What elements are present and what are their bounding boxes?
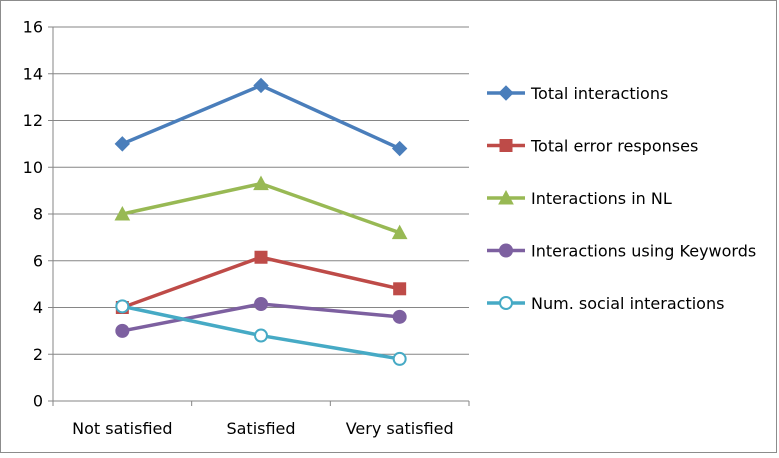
data-point bbox=[114, 136, 131, 152]
x-axis: Not satisfied Satisfied Very satisfied bbox=[52, 400, 470, 438]
y-tick-label: 2 bbox=[33, 345, 43, 364]
legend-marker bbox=[499, 296, 513, 310]
y-tick-label: 0 bbox=[33, 392, 43, 411]
legend-item: Interactions in NL bbox=[487, 189, 672, 208]
legend-item: Total interactions bbox=[487, 84, 668, 103]
data-point bbox=[114, 205, 131, 221]
data-point bbox=[392, 309, 407, 324]
series-line bbox=[120, 181, 402, 235]
series-line bbox=[120, 83, 402, 151]
y-tick-label: 12 bbox=[23, 111, 43, 130]
legend-label: Total error responses bbox=[530, 137, 698, 156]
legend-marker bbox=[498, 189, 514, 205]
series-4 bbox=[115, 299, 407, 366]
y-tick-label: 8 bbox=[33, 205, 43, 224]
y-axis: 0 2 4 6 8 10 12 14 16 bbox=[23, 18, 54, 411]
legend-item: Interactions using Keywords bbox=[487, 242, 756, 261]
legend-label: Num. social interactions bbox=[531, 294, 724, 313]
legend-marker bbox=[499, 243, 513, 258]
series-3 bbox=[115, 296, 407, 338]
data-point bbox=[391, 224, 408, 240]
legend-label: Interactions in NL bbox=[531, 189, 672, 208]
legend: Total interactions Total error responses I… bbox=[487, 84, 756, 313]
series-2 bbox=[114, 175, 408, 240]
data-point bbox=[391, 140, 408, 157]
legend-item: Num. social interactions bbox=[487, 294, 724, 313]
data-point bbox=[254, 328, 268, 343]
y-tick-label: 14 bbox=[23, 64, 43, 83]
x-tick-label: Not satisfied bbox=[72, 419, 172, 438]
y-tick-label: 6 bbox=[33, 251, 43, 270]
x-tick-label: Satisfied bbox=[226, 419, 295, 438]
legend-label: Interactions using Keywords bbox=[531, 242, 756, 261]
series-0 bbox=[114, 77, 408, 157]
data-point bbox=[253, 77, 269, 94]
data-point bbox=[115, 299, 130, 314]
legend-label: Total interactions bbox=[530, 84, 668, 103]
x-tick-label: Very satisfied bbox=[346, 419, 454, 438]
data-point bbox=[254, 250, 268, 264]
legend-item: Total error responses bbox=[487, 137, 698, 156]
y-tick-label: 16 bbox=[23, 18, 43, 37]
data-point bbox=[115, 323, 130, 338]
data-point bbox=[253, 175, 269, 191]
data-point bbox=[254, 296, 268, 311]
data-point bbox=[392, 351, 407, 366]
series-group bbox=[114, 77, 408, 366]
legend-marker bbox=[499, 139, 513, 152]
y-tick-label: 10 bbox=[23, 158, 43, 177]
legend-marker bbox=[498, 85, 514, 101]
data-point bbox=[393, 282, 407, 296]
y-tick-label: 4 bbox=[33, 298, 43, 317]
